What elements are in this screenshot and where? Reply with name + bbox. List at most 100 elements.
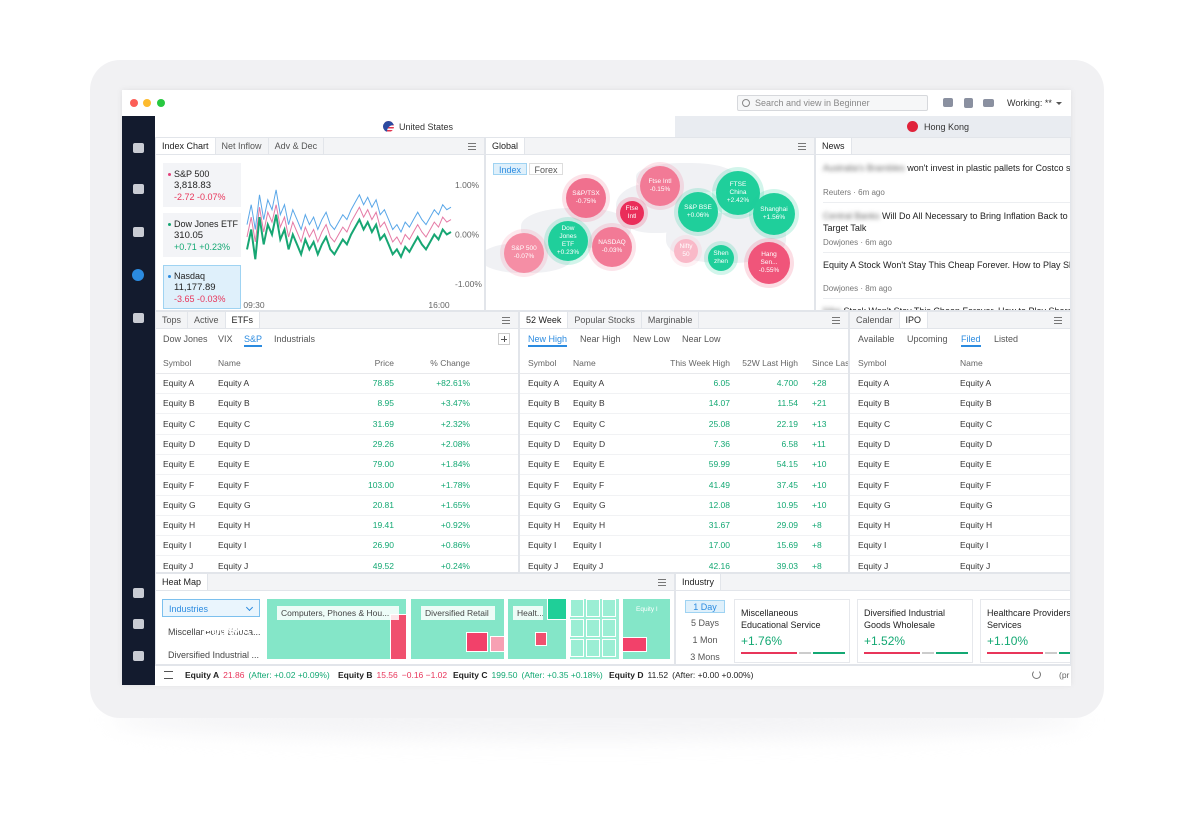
heat-tile[interactable] <box>535 632 547 646</box>
table-row[interactable]: Equity J Equity J 42.16 39.03 +8 <box>520 556 848 572</box>
table-row[interactable]: Equity D Equity D <box>850 434 1070 455</box>
ticker-item[interactable]: Equity A 21.86 (After: +0.02 +0.09%) <box>185 670 330 680</box>
menu-icon[interactable] <box>1054 317 1062 324</box>
sub-tab[interactable]: Upcoming <box>907 334 948 344</box>
table-row[interactable]: Equity F Equity F 41.49 37.45 +10 <box>520 475 848 496</box>
table-row[interactable]: Equity A Equity A 78.85 +82.61% <box>156 373 518 394</box>
sub-tab[interactable]: Near High <box>580 334 621 344</box>
table-row[interactable]: Equity H Equity H 31.67 29.09 +8 <box>520 515 848 537</box>
table-row[interactable]: Equity H Equity H <box>850 515 1070 537</box>
tab[interactable]: Adv & Dec <box>269 138 325 154</box>
tab[interactable]: Calendar <box>850 312 900 328</box>
table-row[interactable]: Equity B Equity B 14.07 11.54 +21 <box>520 393 848 415</box>
sub-tab[interactable]: New Low <box>633 334 671 344</box>
menu-icon[interactable] <box>832 317 840 324</box>
search-box[interactable] <box>737 95 928 111</box>
tab[interactable]: Heat Map <box>156 574 209 590</box>
refresh-icon[interactable] <box>1032 670 1041 679</box>
region-tab[interactable]: United States <box>399 122 454 132</box>
market-bubble[interactable]: Ftse Intl <box>620 201 644 225</box>
market-bubble[interactable]: NASDAQ -0.03% <box>592 227 632 267</box>
industry-option[interactable]: Miscellaneous Educa... <box>168 627 261 637</box>
table-row[interactable]: Equity C Equity C 25.08 22.19 +13 <box>520 414 848 435</box>
market-bubble[interactable]: S&P BSE +0.06% <box>678 192 718 232</box>
market-bubble[interactable]: Shanghai +1.56% <box>753 193 795 235</box>
close-dot[interactable] <box>130 99 138 107</box>
table-row[interactable]: Equity F Equity F <box>850 475 1070 496</box>
table-row[interactable]: Equity B Equity B 8.95 +3.47% <box>156 393 518 415</box>
news-headline[interactable]: Australia's Brambles won't invest in pla… <box>823 162 1070 174</box>
sidebar-icon[interactable] <box>133 143 144 153</box>
table-row[interactable]: Equity C Equity C <box>850 414 1070 435</box>
market-bubble[interactable]: FTSE China +2.42% <box>716 171 760 215</box>
industry-card[interactable]: Healthcare Providers & Services +1.10% <box>980 599 1070 663</box>
heat-tile[interactable] <box>569 598 620 660</box>
sidebar-icon[interactable] <box>133 313 144 323</box>
table-row[interactable]: Equity H Equity H 19.41 +0.92% <box>156 515 518 537</box>
period-button[interactable]: 1 Mon <box>692 635 718 645</box>
table-row[interactable]: Equity G Equity G 20.81 +1.65% <box>156 495 518 516</box>
tab[interactable]: IPO <box>899 312 929 328</box>
toolbar-icon[interactable] <box>943 98 953 107</box>
sidebar-icon[interactable] <box>133 619 144 629</box>
heat-tile[interactable] <box>390 614 407 660</box>
ticker-item[interactable]: Equity B 15.56 −0.16 −1.02 <box>338 670 447 680</box>
table-row[interactable]: Equity C Equity C 31.69 +2.32% <box>156 414 518 435</box>
sidebar-icon[interactable] <box>133 227 144 237</box>
sidebar-icon[interactable] <box>133 588 144 598</box>
sub-tab[interactable]: Available <box>858 334 895 344</box>
menu-icon[interactable] <box>798 143 806 150</box>
heat-tile[interactable] <box>547 598 567 620</box>
zoom-dot[interactable] <box>157 99 165 107</box>
tab[interactable]: Global <box>486 138 526 154</box>
period-button[interactable]: 1 Day <box>685 600 725 613</box>
tab[interactable]: Industry <box>676 574 722 590</box>
add-button[interactable] <box>498 333 510 345</box>
tab[interactable]: Active <box>188 312 226 328</box>
minimize-dot[interactable] <box>143 99 151 107</box>
table-row[interactable]: Equity I Equity I 17.00 15.69 +8 <box>520 535 848 557</box>
table-row[interactable]: Equity J Equity J <box>850 556 1070 572</box>
index-card[interactable]: Dow Jones ETF 310.05 +0.71 +0.23% <box>163 213 241 257</box>
table-row[interactable]: Equity E Equity E 59.99 54.15 +10 <box>520 454 848 476</box>
news-headline[interactable]: Central Banks Will Do All Necessary to B… <box>823 210 1070 234</box>
sub-tab[interactable]: Filed <box>961 334 981 347</box>
table-row[interactable]: Equity I Equity I 26.90 +0.86% <box>156 535 518 557</box>
sub-tab[interactable]: VIX <box>218 334 233 344</box>
period-button[interactable]: 3 Mons <box>690 652 720 662</box>
table-row[interactable]: Equity A Equity A <box>850 373 1070 394</box>
tab[interactable]: Popular Stocks <box>568 312 642 328</box>
index-card[interactable]: S&P 500 3,818.83 -2.72 -0.07% <box>163 163 241 207</box>
industry-card[interactable]: Diversified Industrial Goods Wholesale +1… <box>857 599 973 663</box>
ticker-item[interactable]: Equity D 11.52 (After: +0.00 +0.00%) <box>609 670 753 680</box>
ticker-item[interactable]: Equity C 199.50 (After: +0.35 +0.18%) <box>453 670 603 680</box>
table-row[interactable]: Equity I Equity I <box>850 535 1070 557</box>
sub-tab[interactable]: Near Low <box>682 334 721 344</box>
industry-dropdown[interactable]: Industries <box>162 599 260 617</box>
market-bubble[interactable]: Ftse Intl -0.15% <box>640 166 680 206</box>
table-row[interactable]: Equity B Equity B <box>850 393 1070 415</box>
news-headline[interactable]: Equity A Stock Won't Stay This Cheap For… <box>823 259 1070 271</box>
sub-tab[interactable]: Industrials <box>274 334 316 344</box>
sub-tab[interactable]: Listed <box>994 334 1019 344</box>
segment-tab[interactable]: Index <box>493 163 527 175</box>
region-tab[interactable]: Hong Kong <box>924 122 970 132</box>
market-bubble[interactable]: Nifty 50 <box>674 239 698 263</box>
table-row[interactable]: Equity D Equity D 29.26 +2.08% <box>156 434 518 455</box>
working-status[interactable]: Working: ** <box>1007 98 1052 108</box>
tab[interactable]: 52 Week <box>520 312 569 328</box>
table-row[interactable]: Equity E Equity E <box>850 454 1070 476</box>
tab[interactable]: News <box>816 138 852 154</box>
sub-tab[interactable]: Dow Jones <box>163 334 208 344</box>
table-row[interactable]: Equity E Equity E 79.00 +1.84% <box>156 454 518 476</box>
table-row[interactable]: Equity D Equity D 7.36 6.58 +11 <box>520 434 848 455</box>
table-row[interactable]: Equity J Equity J 49.52 +0.24% <box>156 556 518 572</box>
market-bubble[interactable]: S&P 500 -0.07% <box>504 233 544 273</box>
menu-icon[interactable] <box>658 579 666 586</box>
sub-tab[interactable]: New High <box>528 334 568 347</box>
table-row[interactable]: Equity A Equity A 6.05 4.700 +28 <box>520 373 848 394</box>
toolbar-icon[interactable] <box>983 99 994 107</box>
table-row[interactable]: Equity G Equity G <box>850 495 1070 516</box>
tab[interactable]: Index Chart <box>156 138 216 154</box>
heat-tile[interactable] <box>490 636 505 652</box>
